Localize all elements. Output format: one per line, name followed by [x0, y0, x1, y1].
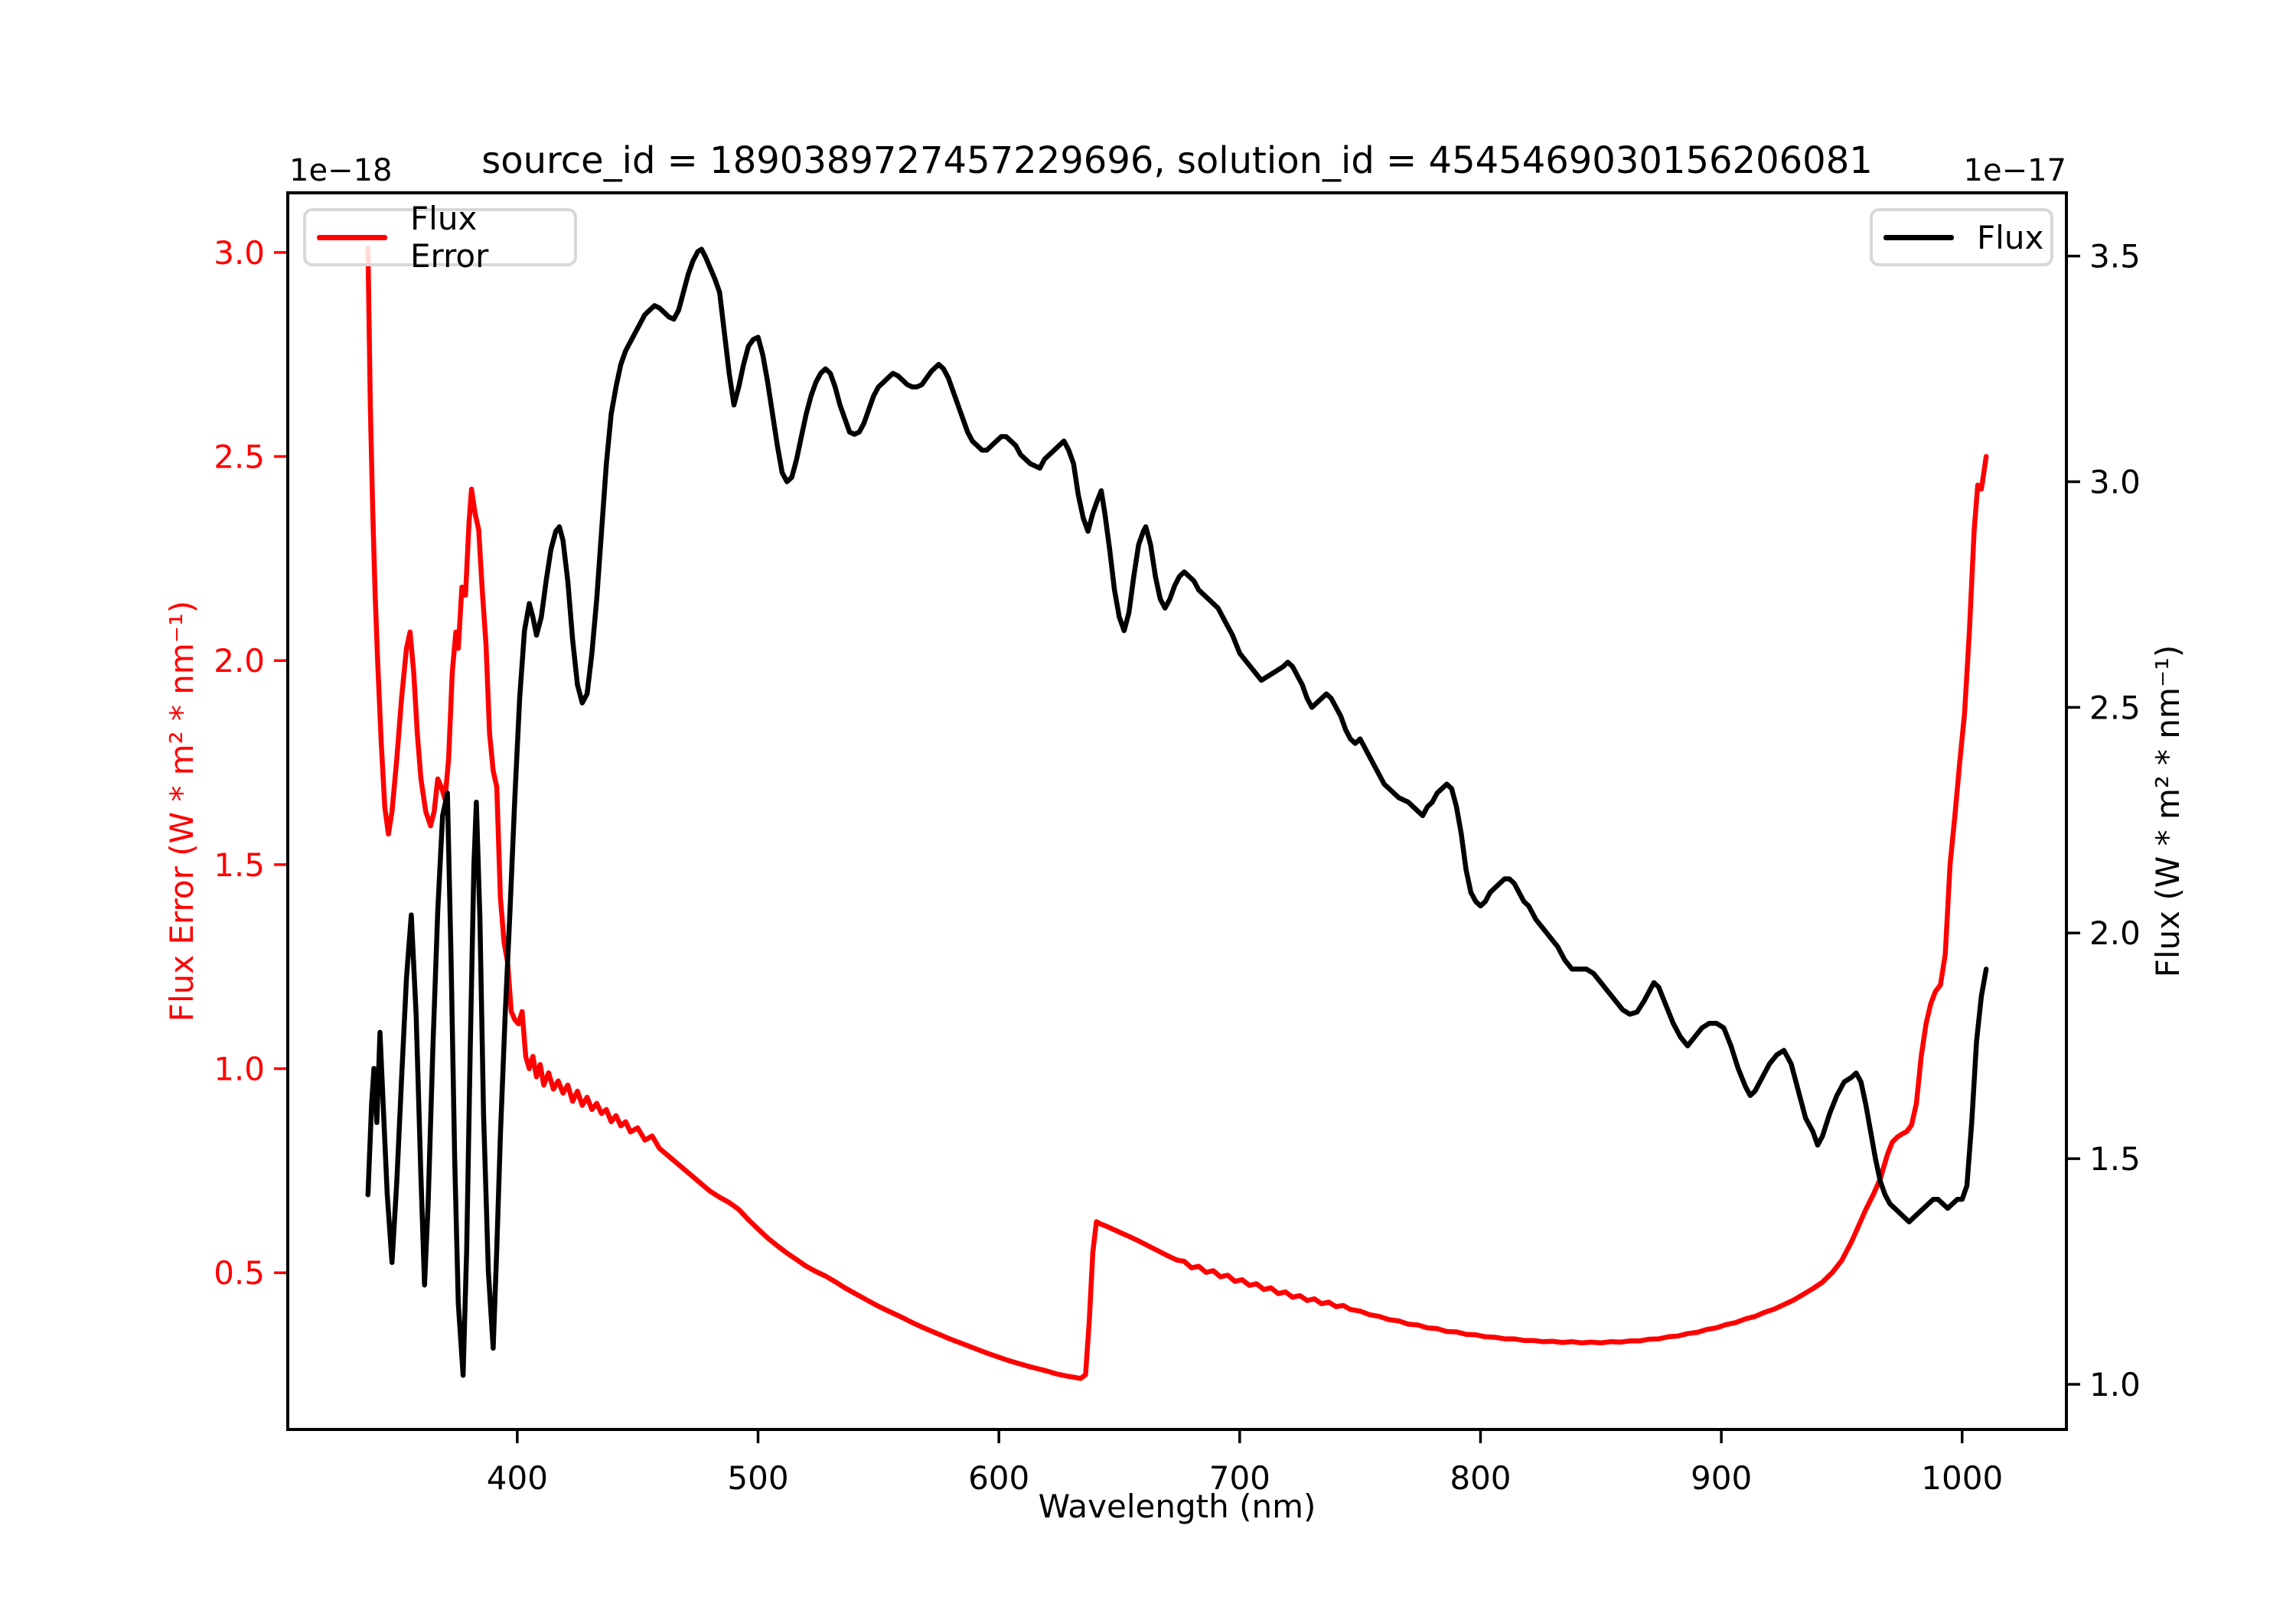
x-tick-label: 700	[1209, 1459, 1270, 1497]
figure-title: source_id = 1890389727457229696, solutio…	[481, 139, 1873, 182]
right-y-tick-label: 1.0	[2089, 1366, 2141, 1403]
left-y-tick-label: 2.0	[214, 642, 265, 680]
flux-line	[365, 246, 1989, 1378]
right-y-tick-label: 2.5	[2089, 689, 2141, 726]
right-y-tick-label: 1.5	[2089, 1140, 2141, 1178]
right-y-tick-label: 3.0	[2089, 463, 2141, 500]
legend-flux: Flux	[1870, 208, 2053, 266]
right-y-tick-label: 2.0	[2089, 914, 2141, 952]
x-axis-label: Wavelength (nm)	[1038, 1488, 1316, 1525]
left-y-tick-label: 1.5	[214, 846, 265, 884]
flux-error-legend-line-sample	[317, 234, 387, 240]
axes-frame	[286, 191, 2068, 1431]
legend-flux-error: Flux Error	[303, 200, 577, 275]
left-y-tick-label: 1.0	[214, 1051, 265, 1088]
x-tick-label: 900	[1691, 1459, 1752, 1497]
x-tick-label: 400	[487, 1459, 548, 1497]
x-tick-label: 1000	[1921, 1459, 2003, 1497]
x-tick-label: 600	[968, 1459, 1029, 1497]
left-y-tick-label: 3.0	[214, 234, 265, 272]
flux-error-legend-label: Flux Error	[410, 200, 489, 275]
left-y-tick-label: 0.5	[214, 1254, 265, 1292]
flux-legend-label: Flux	[1977, 218, 2044, 256]
left-y-axis-label: Flux Error (W * m² * nm⁻¹)	[163, 600, 201, 1022]
left-y-tick-label: 2.5	[214, 438, 265, 476]
right-y-axis-label: Flux (W * m² * nm⁻¹)	[2149, 644, 2187, 978]
left-axis-offset-text: 1e−18	[289, 153, 393, 188]
flux-legend-line-sample	[1883, 234, 1954, 240]
x-tick-label: 500	[727, 1459, 788, 1497]
x-tick-label: 800	[1450, 1459, 1511, 1497]
right-axis-offset-text: 1e−17	[1963, 153, 2066, 188]
right-y-tick-label: 3.5	[2089, 238, 2141, 275]
